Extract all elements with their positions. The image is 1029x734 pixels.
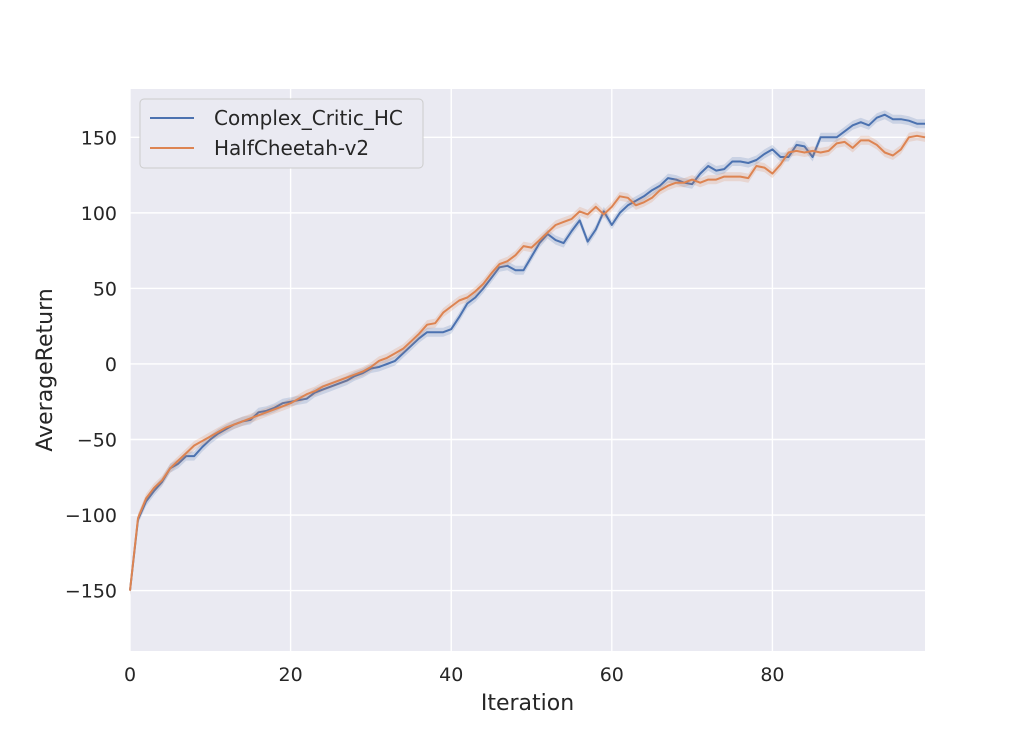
y-tick-label: −150 [65, 581, 117, 603]
series-line-1 [129, 134, 926, 591]
y-tick-label: −100 [65, 505, 117, 527]
series-layer [129, 110, 926, 596]
legend-entry-label: Complex_Critic_HC [214, 106, 403, 130]
legend-box [139, 98, 424, 169]
tick-labels: 0 20 40 60 80 −150 −100 −50 0 50 100 150 [65, 127, 785, 686]
y-tick-label: 100 [81, 203, 117, 225]
x-tick-label: 20 [279, 664, 303, 686]
y-tick-label: 50 [93, 278, 117, 300]
x-tick-label: 60 [600, 664, 624, 686]
y-axis-label: AverageReturn [33, 288, 58, 451]
y-tick-label: 0 [105, 354, 117, 376]
x-tick-label: 40 [439, 664, 463, 686]
y-tick-label: −50 [77, 429, 117, 451]
x-tick-label: 80 [760, 664, 784, 686]
legend: Complex_Critic_HC HalfCheetah-v2 [139, 98, 424, 169]
x-tick-label: 0 [124, 664, 136, 686]
legend-entry-label: HalfCheetah-v2 [214, 136, 369, 160]
x-axis-label: Iteration [481, 691, 574, 716]
plot-background [130, 89, 925, 651]
y-tick-label: 150 [81, 127, 117, 149]
